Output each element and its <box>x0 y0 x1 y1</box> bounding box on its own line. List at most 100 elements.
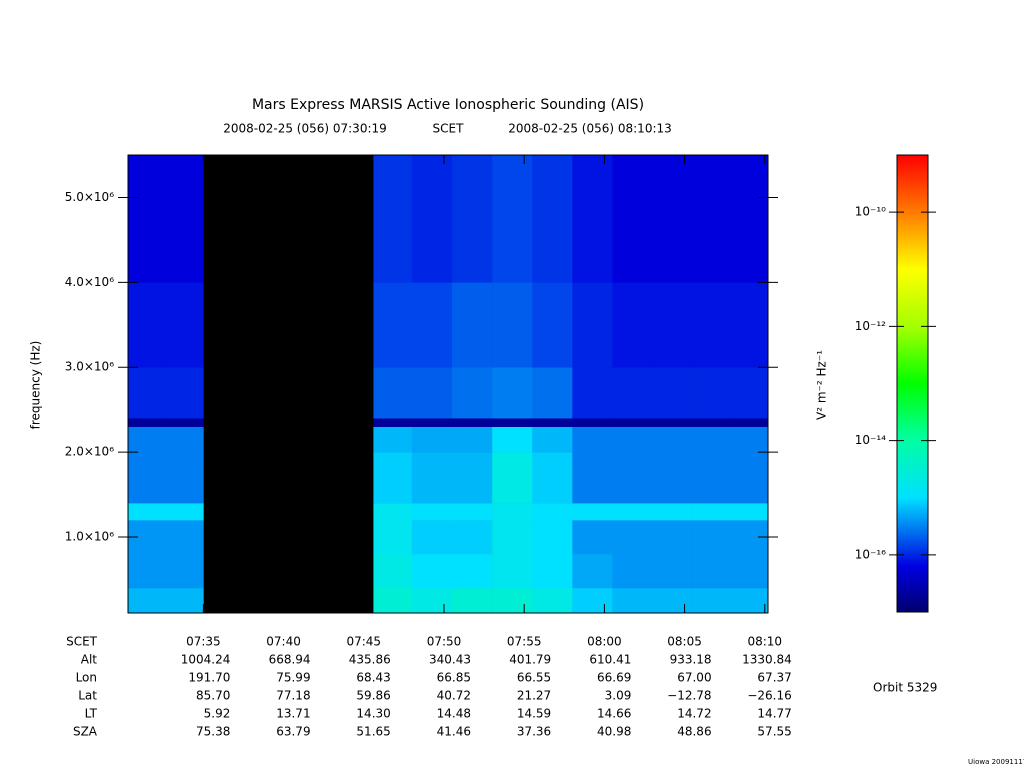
ephemeris-value: −12.78 <box>667 689 711 703</box>
ephemeris-value: 40.98 <box>597 725 631 739</box>
cell <box>652 367 693 419</box>
ephemeris-value: 57.55 <box>757 725 791 739</box>
cell <box>572 520 613 555</box>
cell <box>411 503 453 521</box>
cell <box>492 503 533 521</box>
cell <box>411 426 453 453</box>
cell <box>128 367 167 419</box>
y-tick-label: 3.0×10⁶ <box>65 360 114 374</box>
ephemeris-value: 66.55 <box>517 671 551 685</box>
cell <box>166 452 204 504</box>
cell <box>652 553 693 589</box>
cell <box>572 452 613 504</box>
ephemeris-value: 435.86 <box>349 653 391 667</box>
cell <box>652 418 693 427</box>
cell <box>692 282 734 368</box>
cell <box>572 426 613 453</box>
cell <box>452 418 493 427</box>
cell <box>166 426 204 453</box>
ephemeris-label: LT <box>85 707 98 721</box>
cell <box>411 367 453 419</box>
x-tick-label: 08:10 <box>747 635 782 649</box>
cell <box>373 282 413 368</box>
cell <box>692 155 734 283</box>
cell <box>612 426 653 453</box>
cell <box>612 418 653 427</box>
cell <box>452 367 493 419</box>
cell <box>411 587 453 614</box>
ephemeris-label: Lon <box>76 671 97 685</box>
cell <box>373 452 413 504</box>
cell <box>732 452 769 504</box>
ephemeris-value: 48.86 <box>677 725 711 739</box>
cell <box>492 367 533 419</box>
cell <box>732 426 769 453</box>
cell <box>532 587 573 614</box>
ephemeris-value: 191.70 <box>188 671 230 685</box>
footer: Uiowa 20091117 <box>968 758 1024 766</box>
x-tick-label: 07:55 <box>507 635 542 649</box>
cell <box>652 426 693 453</box>
cell <box>572 282 613 368</box>
cell <box>612 503 653 521</box>
cell <box>128 418 167 427</box>
ephemeris-value: 401.79 <box>509 653 551 667</box>
ephemeris-value: 1330.84 <box>742 653 792 667</box>
ephemeris-value: 66.69 <box>597 671 631 685</box>
ephemeris-value: 5.92 <box>204 707 231 721</box>
ephemeris-value: 41.46 <box>437 725 471 739</box>
ephemeris-value: 14.77 <box>757 707 791 721</box>
ephemeris-value: 66.85 <box>437 671 471 685</box>
cell <box>652 452 693 504</box>
x-tick-label: 07:45 <box>346 635 381 649</box>
cell <box>652 282 693 368</box>
cell <box>166 553 204 589</box>
y-tick-label: 4.0×10⁶ <box>65 275 114 289</box>
cell <box>732 418 769 427</box>
cell <box>492 520 533 555</box>
cell <box>373 587 413 614</box>
cell <box>128 282 167 368</box>
ephemeris-label: Alt <box>81 653 98 667</box>
cell <box>166 418 204 427</box>
cell <box>166 282 204 368</box>
ephemeris-value: 75.99 <box>276 671 310 685</box>
cell <box>452 587 493 614</box>
cell <box>411 282 453 368</box>
cell <box>128 426 167 453</box>
cell <box>612 155 653 283</box>
cell <box>452 553 493 589</box>
cell <box>652 155 693 283</box>
ephemeris-value: 14.30 <box>356 707 390 721</box>
ephemeris-value: 67.00 <box>677 671 711 685</box>
cell <box>732 367 769 419</box>
ephemeris-value: 13.71 <box>276 707 310 721</box>
cell <box>612 452 653 504</box>
cell <box>166 587 204 614</box>
ephemeris-value: 63.79 <box>276 725 310 739</box>
y-tick-label: 1.0×10⁶ <box>65 530 114 544</box>
cell <box>692 503 734 521</box>
cell <box>532 426 573 453</box>
ephemeris-label: SZA <box>73 725 98 739</box>
cell <box>532 520 573 555</box>
colorbar-tick-label: 10⁻¹⁰ <box>855 205 886 219</box>
cell <box>373 426 413 453</box>
ephemeris-value: 85.70 <box>196 689 230 703</box>
cell <box>452 520 493 555</box>
cell <box>732 587 769 614</box>
cell <box>492 155 533 283</box>
cell <box>452 452 493 504</box>
cell <box>732 282 769 368</box>
colorbar-label: V² m⁻² Hz⁻¹ <box>815 350 829 420</box>
cell <box>572 587 613 614</box>
ephemeris-value: 37.36 <box>517 725 551 739</box>
ephemeris-value: 610.41 <box>589 653 631 667</box>
cell <box>532 553 573 589</box>
cell <box>128 553 167 589</box>
ephemeris-value: 933.18 <box>670 653 712 667</box>
ephemeris-value: 67.37 <box>757 671 791 685</box>
x-tick-label: 07:50 <box>427 635 462 649</box>
spectrogram <box>128 155 769 614</box>
